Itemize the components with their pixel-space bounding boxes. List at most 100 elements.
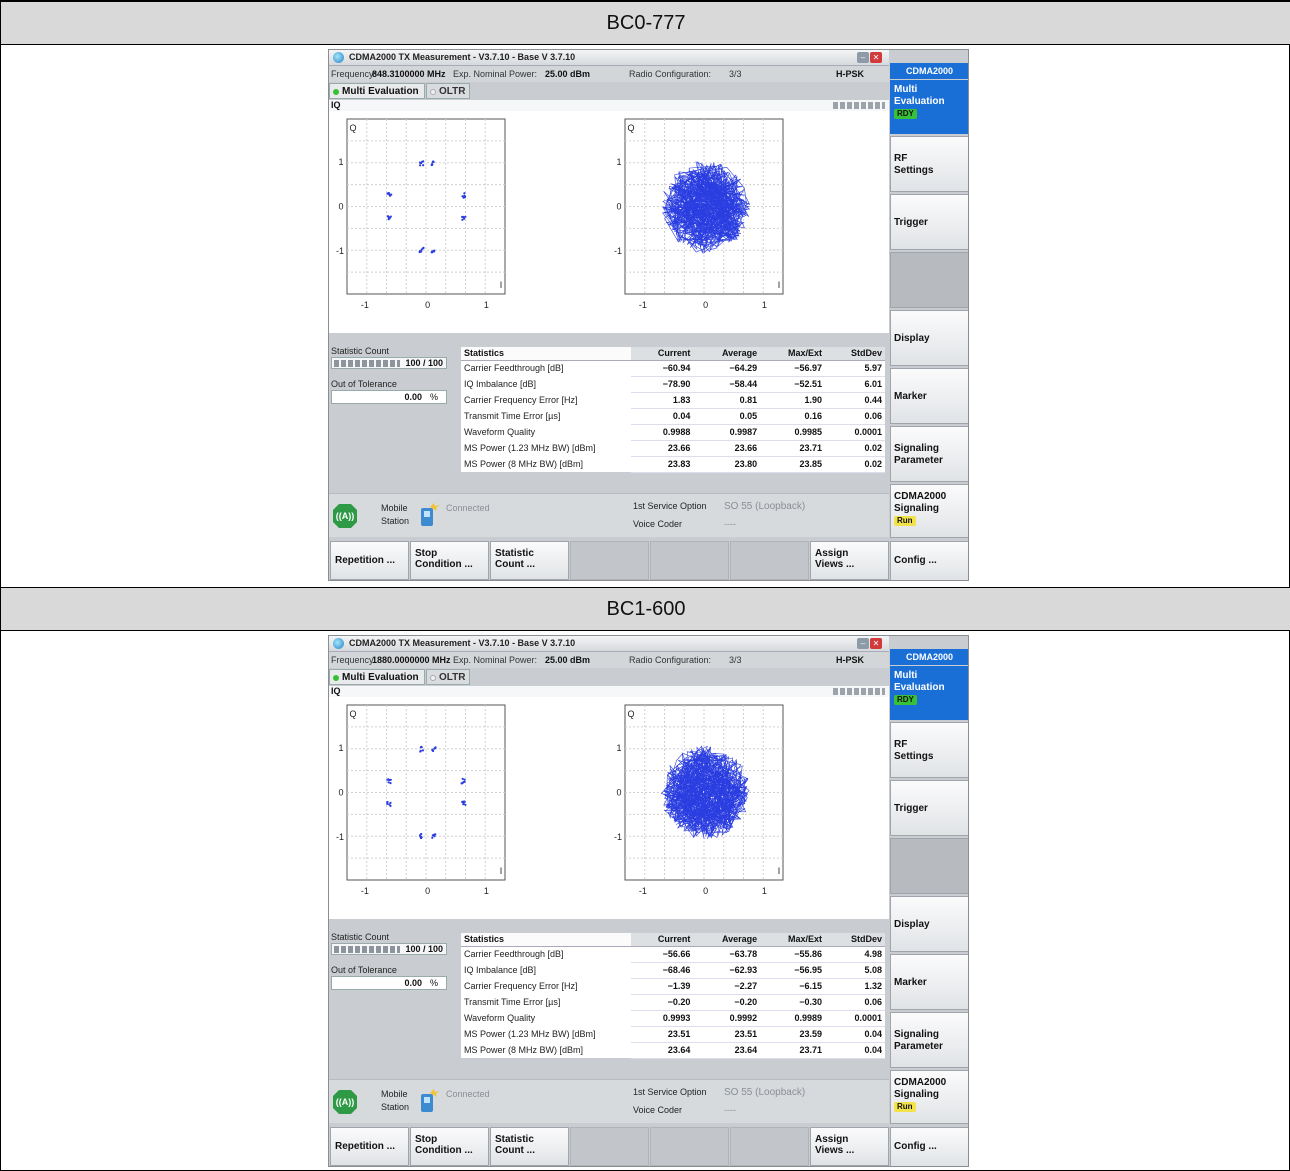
table-row: IQ Imbalance [dB] −78.90 −58.44 −52.51 6.01 — [461, 376, 885, 393]
trigger-button[interactable]: Trigger — [890, 194, 968, 250]
constellation-point — [420, 746, 423, 749]
constellation-point — [418, 250, 421, 253]
softkey-repetition[interactable]: Repetition ... — [330, 1127, 409, 1166]
radio-config-label: Radio Configuration: — [629, 69, 712, 79]
x-tick-label: -1 — [361, 886, 369, 896]
trigger-button[interactable]: Trigger — [890, 780, 968, 836]
cell-value: 1.83 — [631, 392, 694, 409]
statistics-area: Statistic Count 100 / 100 Out of Toleran… — [329, 333, 889, 487]
constellation-point — [421, 160, 424, 163]
cell-value: −63.78 — [693, 946, 761, 963]
cdma2000-signaling-button[interactable]: CDMA2000 Signaling Run — [890, 484, 968, 538]
app-logo-icon — [333, 638, 344, 649]
constellation-point — [433, 833, 436, 836]
cell-value: 23.51 — [693, 1026, 761, 1043]
table-body: Carrier Feedthrough [dB] −60.94 −64.29 −56.… — [461, 360, 885, 473]
constellation-point — [419, 835, 422, 838]
x-tick-label: 1 — [762, 886, 767, 896]
display-button[interactable]: Display — [890, 310, 968, 366]
rf-settings-button[interactable]: RF Settings — [890, 136, 968, 192]
table-row: Carrier Feedthrough [dB] −60.94 −64.29 −56.… — [461, 360, 885, 377]
cell-value: −52.51 — [760, 376, 825, 393]
config-button[interactable]: Config ... — [890, 1127, 968, 1166]
signaling-parameter-button[interactable]: Signaling Parameter — [890, 426, 968, 482]
marker-button[interactable]: Marker — [890, 954, 968, 1010]
marker-button[interactable]: Marker — [890, 368, 968, 424]
softkey-assign[interactable]: Assign Views ... — [810, 541, 889, 580]
measurement-info-line: Frequency: 1880.0000000 MHz Exp. Nominal… — [329, 652, 889, 668]
constellation-point — [464, 215, 467, 218]
table-header-row: Statistics Current Average Max/Ext StdDev — [461, 933, 885, 947]
statistic-count-value: 100 / 100 — [331, 357, 447, 369]
softkey-statistic[interactable]: Statistic Count ... — [490, 1127, 569, 1166]
cell-value: 0.9987 — [693, 424, 761, 441]
constellation-point — [460, 782, 463, 785]
cell-value: 23.85 — [760, 456, 825, 473]
column-header: Current — [631, 933, 694, 947]
iq-view-title: IQ — [329, 686, 889, 697]
window-title: CDMA2000 TX Measurement - V3.7.10 - Base… — [349, 52, 576, 62]
cell-value: −60.94 — [631, 360, 694, 377]
cell-value: 1.90 — [760, 392, 825, 409]
row-label: Waveform Quality — [461, 424, 631, 440]
constellation-point — [461, 218, 464, 221]
softkey-stop[interactable]: Stop Condition ... — [410, 1127, 489, 1166]
close-icon[interactable]: ✕ — [870, 52, 882, 63]
constellation-point — [386, 800, 389, 804]
softkey-stop[interactable]: Stop Condition ... — [410, 541, 489, 580]
frequency-value: 1880.0000000 MHz — [372, 655, 451, 665]
rf-settings-button[interactable]: RF Settings — [890, 722, 968, 778]
window-titlebar: CDMA2000 TX Measurement - V3.7.10 - Base… — [329, 636, 889, 652]
close-icon[interactable]: ✕ — [870, 638, 882, 649]
service-option-value: SO 55 (Loopback) — [724, 1087, 806, 1098]
cell-value: 23.64 — [631, 1042, 694, 1059]
multi-evaluation-button[interactable]: Multi Evaluation RDY — [890, 666, 968, 720]
multi-evaluation-button[interactable]: Multi Evaluation RDY — [890, 80, 968, 134]
row-label: MS Power (1.23 MHz BW) [dBm] — [461, 1026, 631, 1042]
station-label: Station — [381, 1102, 410, 1112]
out-of-tolerance-label: Out of Tolerance — [331, 965, 397, 975]
statistic-count-value: 100 / 100 — [331, 943, 447, 955]
blank-right-button — [890, 838, 968, 894]
row-label: Transmit Time Error [µs] — [461, 994, 631, 1010]
y-tick-label: -1 — [336, 832, 344, 842]
display-button[interactable]: Display — [890, 896, 968, 952]
tab-multi-evaluation[interactable]: Multi Evaluation — [329, 669, 425, 685]
row-label: Carrier Feedthrough [dB] — [461, 360, 631, 376]
softkey-repetition[interactable]: Repetition ... — [330, 541, 409, 580]
constellation-point — [464, 803, 467, 806]
signaling-parameter-button[interactable]: Signaling Parameter — [890, 1012, 968, 1068]
config-button[interactable]: Config ... — [890, 541, 968, 580]
y-tick-label: 0 — [338, 202, 343, 212]
cell-value: 23.66 — [631, 440, 694, 457]
minimize-icon[interactable]: – — [857, 52, 869, 63]
table-row: Waveform Quality 0.9993 0.9992 0.9989 0.0001 — [461, 1010, 885, 1027]
cell-value: 23.80 — [693, 456, 761, 473]
constellation-point — [431, 161, 434, 164]
y-tick-label: 1 — [338, 157, 343, 167]
tab-multi-evaluation[interactable]: Multi Evaluation — [329, 83, 425, 99]
voice-coder-label: Voice Coder — [633, 1105, 683, 1115]
cdma2000-signaling-button[interactable]: CDMA2000 Signaling Run — [890, 1070, 968, 1124]
constellation-point — [386, 802, 389, 805]
constellation-point — [389, 215, 392, 218]
column-header: Current — [631, 347, 694, 361]
blank-right-button — [890, 252, 968, 308]
constellation-point — [461, 777, 464, 780]
cell-value: 0.9988 — [631, 424, 694, 441]
cell-value: 0.9993 — [631, 1010, 694, 1027]
tab-oltr[interactable]: OLTR — [426, 669, 470, 685]
softkey-statistic[interactable]: Statistic Count ... — [490, 541, 569, 580]
iq-trajectory — [662, 161, 751, 254]
tab-oltr[interactable]: OLTR — [426, 83, 470, 99]
window-title: CDMA2000 TX Measurement - V3.7.10 - Base… — [349, 638, 576, 648]
frequency-label: Frequency: — [331, 69, 377, 79]
constellation-point — [422, 246, 425, 249]
power-label: Exp. Nominal Power: — [453, 69, 538, 79]
iq-trajectory — [660, 745, 750, 840]
softkey-assign[interactable]: Assign Views ... — [810, 1127, 889, 1166]
row-label: IQ Imbalance [dB] — [461, 376, 631, 392]
minimize-icon[interactable]: – — [857, 638, 869, 649]
constellation-point — [432, 250, 435, 253]
